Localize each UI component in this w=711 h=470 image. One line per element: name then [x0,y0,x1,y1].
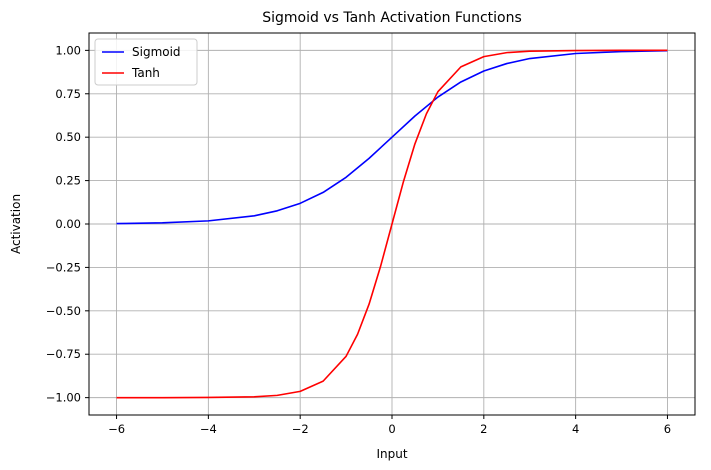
x-tick-label: 4 [572,422,579,436]
series-line-tanh [116,49,668,399]
series-line-sigmoid [116,49,668,225]
series-lines [116,49,668,399]
legend: Sigmoid Tanh [94,38,198,86]
y-axis: −1.00 −0.75 −0.50 −0.25 0.00 0.25 0.50 0.75 1.00 [46,43,89,405]
x-tick-label: −2 [292,422,309,436]
x-tick-label: 0 [388,422,395,436]
x-tick-label: 2 [480,422,487,436]
y-axis-label: Activation [9,194,23,254]
y-tick-label: −0.75 [46,347,81,361]
x-tick-label: −6 [108,422,125,436]
y-tick-label: 0.75 [55,87,81,101]
x-tick-label: 6 [664,422,671,436]
x-axis: −6 −4 −2 0 2 4 6 [108,415,671,436]
y-tick-label: −1.00 [46,391,81,405]
y-tick-label: 1.00 [55,43,81,57]
x-tick-label: −4 [200,422,217,436]
y-tick-label: −0.50 [46,304,81,318]
y-tick-label: 0.25 [55,174,81,188]
chart-title: Sigmoid vs Tanh Activation Functions [262,10,522,26]
y-tick-label: 0.50 [55,130,81,144]
y-tick-label: −0.25 [46,260,81,274]
x-axis-label: Input [376,447,407,461]
legend-label-sigmoid: Sigmoid [132,45,181,59]
legend-label-tanh: Tanh [131,66,160,80]
y-tick-label: 0.00 [55,217,81,231]
